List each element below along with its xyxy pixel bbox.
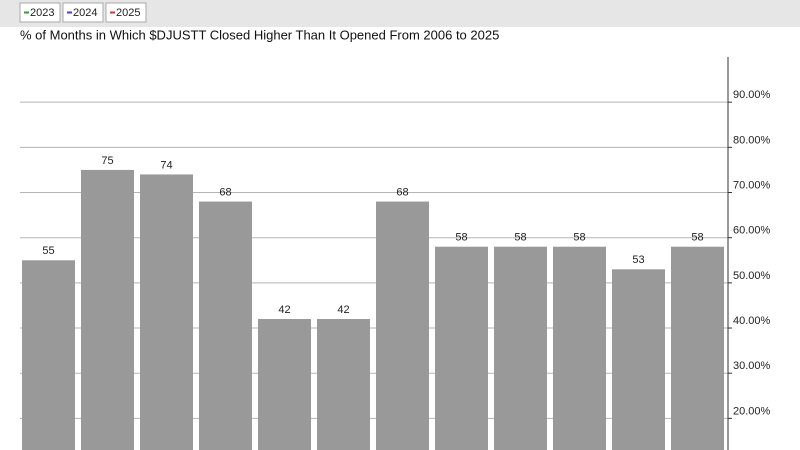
bar <box>671 246 724 450</box>
bar <box>494 246 547 450</box>
value-label: 58 <box>573 232 585 244</box>
chart-title: % of Months in Which $DJUSTT Closed High… <box>20 27 499 42</box>
value-label: 53 <box>632 254 644 266</box>
value-label: 58 <box>455 232 467 244</box>
y-tick-label: 40.00% <box>733 315 771 327</box>
value-label: 42 <box>337 304 349 316</box>
value-label: 68 <box>396 186 408 198</box>
legend-label: 2025 <box>116 7 140 19</box>
bar <box>317 319 370 450</box>
bar <box>22 260 75 450</box>
bar <box>376 201 429 450</box>
bar <box>553 246 606 450</box>
value-label: 68 <box>219 186 231 198</box>
value-label: 58 <box>691 232 703 244</box>
legend-button[interactable] <box>19 2 61 23</box>
y-tick-label: 90.00% <box>733 89 771 101</box>
y-tick-label: 20.00% <box>733 405 771 417</box>
legend-label: 2023 <box>30 7 54 19</box>
legend-button[interactable] <box>62 2 104 23</box>
legend-button[interactable] <box>105 2 147 23</box>
bar <box>435 246 488 450</box>
legend-label: 2024 <box>73 7 97 19</box>
value-label: 58 <box>514 232 526 244</box>
y-tick-label: 70.00% <box>733 179 771 191</box>
y-tick-label: 30.00% <box>733 360 771 372</box>
bar <box>258 319 311 450</box>
bar <box>612 269 665 450</box>
bar <box>140 174 193 450</box>
y-tick-label: 60.00% <box>733 225 771 237</box>
y-tick-label: 80.00% <box>733 134 771 146</box>
bar <box>81 169 134 450</box>
value-label: 74 <box>160 159 172 171</box>
bar <box>199 201 252 450</box>
value-label: 55 <box>42 245 54 257</box>
value-label: 75 <box>101 155 113 167</box>
value-label: 42 <box>278 304 290 316</box>
y-tick-label: 50.00% <box>733 270 771 282</box>
